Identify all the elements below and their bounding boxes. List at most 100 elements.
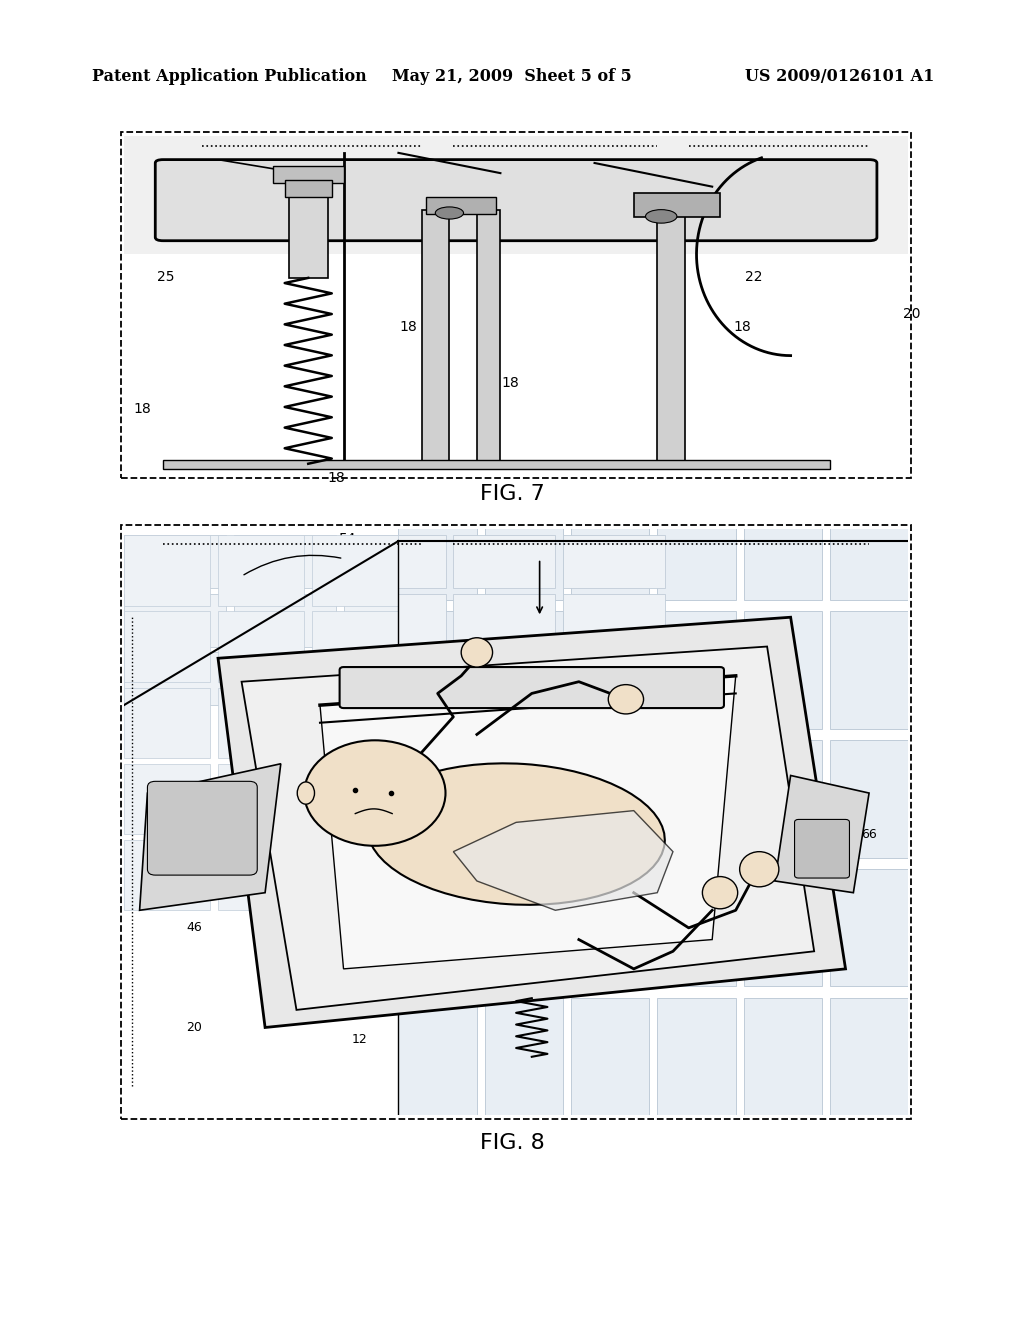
Text: 20: 20 [186, 1020, 203, 1034]
Polygon shape [454, 810, 673, 911]
Ellipse shape [608, 685, 643, 714]
Bar [233, 652, 336, 705]
Bar [484, 482, 563, 599]
Bar [657, 741, 735, 858]
Bar [398, 741, 477, 858]
Bar [124, 136, 908, 255]
Bar [454, 535, 555, 587]
Bar [218, 764, 304, 834]
Bar [829, 870, 908, 986]
Bar [124, 535, 210, 606]
Ellipse shape [461, 638, 493, 667]
Bar [218, 535, 304, 606]
Text: 18: 18 [328, 471, 345, 484]
Bar [484, 611, 563, 729]
Ellipse shape [702, 876, 737, 908]
Polygon shape [139, 764, 281, 911]
Bar [124, 764, 210, 834]
Bar [454, 652, 555, 705]
Bar [477, 210, 501, 463]
Bar [124, 611, 210, 681]
Bar [484, 870, 563, 986]
Bar [657, 998, 735, 1115]
Bar [829, 741, 908, 858]
Text: US 2009/0126101 A1: US 2009/0126101 A1 [744, 69, 934, 84]
Bar [121, 132, 911, 478]
Bar [124, 535, 226, 587]
Bar [218, 688, 304, 758]
Bar [124, 594, 226, 647]
Text: May 21, 2009  Sheet 5 of 5: May 21, 2009 Sheet 5 of 5 [392, 69, 632, 84]
Bar [743, 611, 822, 729]
FancyBboxPatch shape [795, 820, 850, 878]
Text: Patent Application Publication: Patent Application Publication [92, 69, 367, 84]
Polygon shape [218, 618, 846, 1027]
Ellipse shape [368, 763, 665, 904]
Bar [484, 741, 563, 858]
Bar [571, 998, 649, 1115]
Bar [657, 210, 685, 463]
Bar [233, 535, 336, 587]
Bar [124, 840, 210, 911]
Circle shape [645, 210, 677, 223]
Ellipse shape [297, 781, 314, 804]
Bar [312, 764, 398, 834]
Bar [312, 611, 398, 681]
Bar [218, 611, 304, 681]
Bar [743, 741, 822, 858]
Text: 66: 66 [861, 828, 877, 841]
Bar [218, 840, 304, 911]
Text: 54: 54 [339, 532, 356, 545]
Bar [454, 594, 555, 647]
Bar [422, 210, 450, 463]
Bar [829, 998, 908, 1115]
Polygon shape [319, 676, 735, 969]
Bar [124, 652, 226, 705]
Text: 12: 12 [745, 160, 763, 173]
Bar [743, 998, 822, 1115]
Bar [484, 998, 563, 1115]
Bar [398, 998, 477, 1115]
Bar [163, 461, 829, 469]
Bar [343, 594, 445, 647]
Bar [426, 197, 497, 214]
Bar [273, 166, 343, 183]
Bar [398, 611, 477, 729]
Bar [124, 688, 210, 758]
Bar [121, 525, 911, 1119]
Text: FIG. 8: FIG. 8 [479, 1133, 545, 1154]
Bar [571, 741, 649, 858]
Text: FIG. 7: FIG. 7 [479, 483, 545, 504]
Text: 10: 10 [543, 539, 560, 552]
Bar [312, 840, 398, 911]
Bar [571, 482, 649, 599]
FancyBboxPatch shape [340, 667, 724, 708]
Bar [563, 535, 666, 587]
Text: 18: 18 [134, 403, 152, 416]
Bar [571, 611, 649, 729]
Text: 12: 12 [351, 1032, 367, 1045]
Bar [657, 870, 735, 986]
Text: 16: 16 [508, 722, 524, 735]
Ellipse shape [739, 851, 779, 887]
Bar [285, 180, 332, 197]
Text: 18: 18 [399, 321, 417, 334]
Bar [312, 535, 398, 606]
Text: 46: 46 [186, 921, 203, 935]
Polygon shape [775, 775, 869, 892]
Bar [563, 594, 666, 647]
Text: 20: 20 [903, 308, 921, 321]
Text: 10: 10 [126, 145, 143, 158]
FancyBboxPatch shape [147, 781, 257, 875]
Bar [829, 611, 908, 729]
Bar [233, 594, 336, 647]
Bar [571, 870, 649, 986]
Bar [343, 535, 445, 587]
Circle shape [435, 207, 464, 219]
Bar [563, 652, 666, 705]
Bar [289, 170, 328, 279]
Text: 18: 18 [502, 376, 519, 389]
Bar [657, 611, 735, 729]
Circle shape [304, 741, 445, 846]
Polygon shape [242, 647, 814, 1010]
